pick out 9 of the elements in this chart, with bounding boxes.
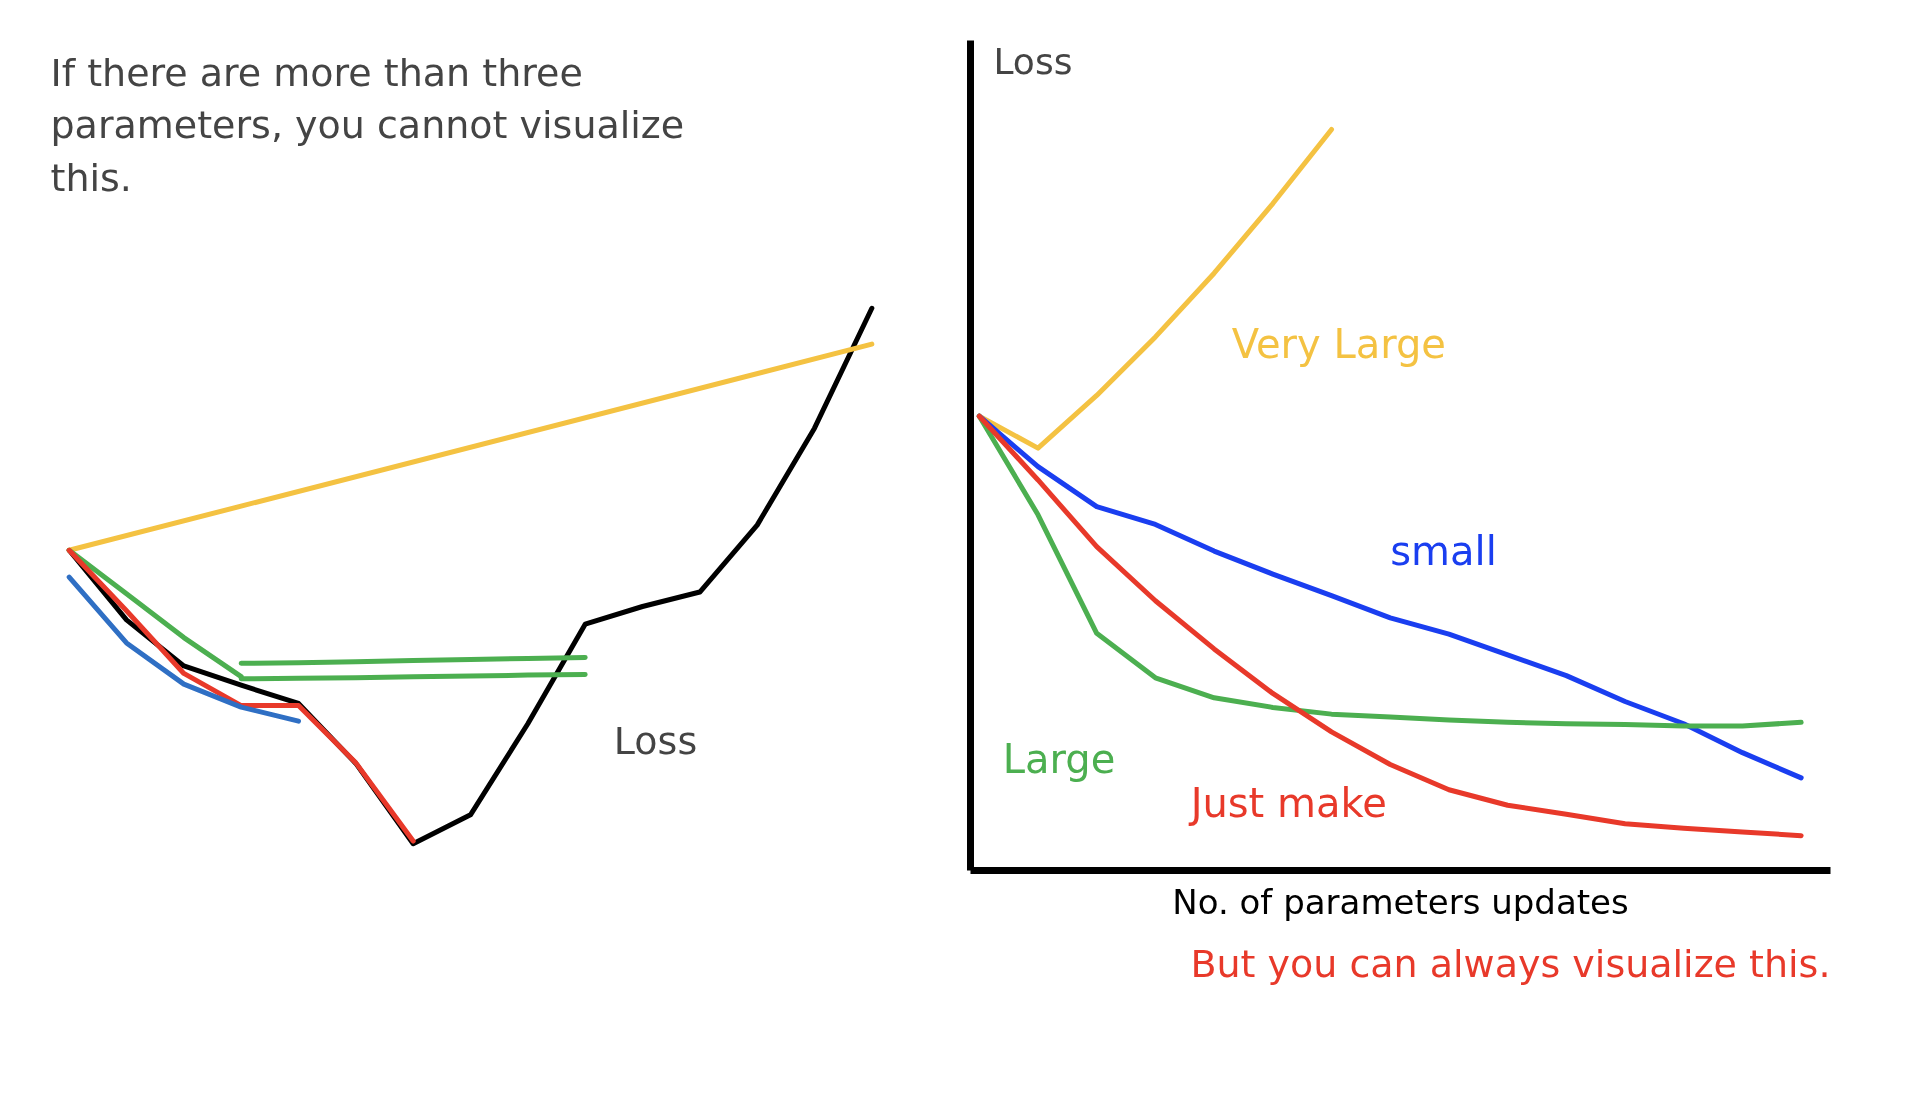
series-label: Large <box>1002 735 1116 782</box>
series-label: Just make <box>1187 780 1387 827</box>
text: Loss <box>993 40 1073 82</box>
x-axis-title: No. of parameters updates <box>1172 881 1629 922</box>
series-label: Very Large <box>1231 320 1446 367</box>
text: If there are more than three parameters, you cannot visualize this. <box>50 50 685 201</box>
text: But you can always visualize this. <box>1190 941 1831 986</box>
series-label: small <box>1390 528 1497 575</box>
annotation: Loss <box>613 719 698 764</box>
